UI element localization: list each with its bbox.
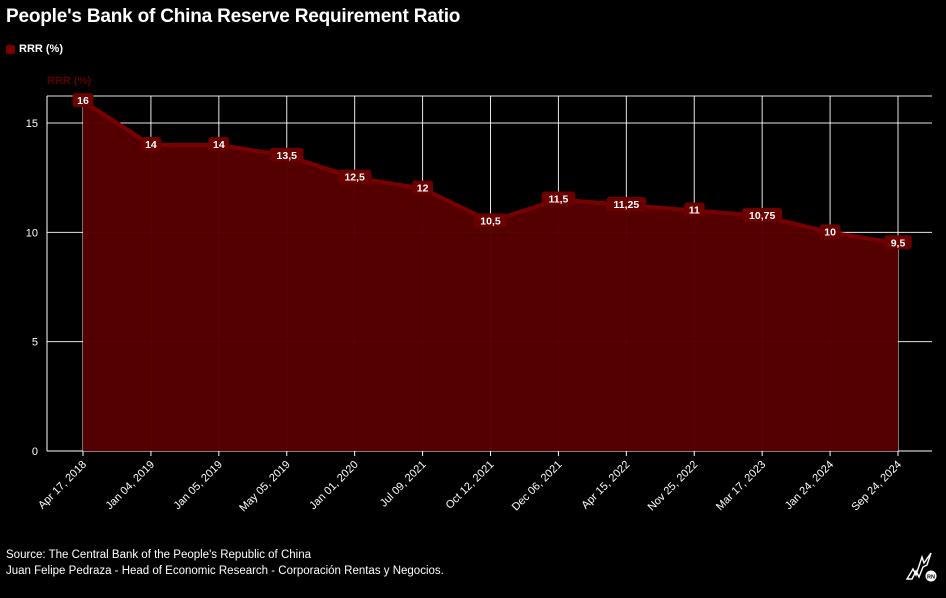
y-tick-label: 0 [32,446,38,458]
x-tick-label: Nov 25, 2022 [646,459,701,514]
data-label: 11,5 [548,194,568,206]
data-label-bg [683,202,705,217]
logo-text: RN [927,574,935,580]
data-label: 10,5 [480,215,501,227]
data-label: 12,5 [344,172,365,184]
x-tick-label: Sep 24, 2024 [849,459,904,514]
data-label-bg [72,93,94,108]
x-tick-label: Jul 09, 2021 [378,459,429,510]
y-tick-label: 5 [32,337,38,349]
x-tick-label: Jan 01, 2020 [307,459,360,512]
data-label-bg [884,235,912,250]
legend[interactable]: RRR (%) [6,43,63,55]
legend-label: RRR (%) [19,43,63,55]
x-tick-label: Mar 17, 2023 [714,459,768,513]
data-label: 10 [824,226,836,238]
data-label: 14 [213,139,225,151]
y-tick-label: 10 [26,227,38,239]
data-label-bg [208,136,230,151]
legend-swatch [6,44,15,54]
data-label: 12 [417,183,429,195]
source-note: Source: The Central Bank of the People's… [6,549,311,561]
data-label-bg [412,180,433,195]
data-label: 9,5 [891,237,906,249]
data-label: 13,5 [277,150,298,162]
x-tick-label: Oct 12, 2021 [444,459,497,512]
data-label-bg [606,197,647,211]
author-note: Juan Felipe Pedraza - Head of Economic R… [6,565,444,577]
footer: Source: The Central Bank of the People's… [6,547,444,579]
data-label-bg [337,169,372,184]
x-tick-label: Apr 15, 2022 [579,459,632,512]
x-tick-label: May 05, 2019 [237,459,293,515]
data-label-bg [269,147,304,162]
data-label-bg [541,191,576,206]
data-label-bg [473,213,508,228]
data-label: 16 [77,95,89,107]
data-label: 14 [145,139,157,151]
x-tick-label: Jan 24, 2024 [783,459,836,512]
y-tick-label: 15 [26,118,38,130]
data-label-bg [742,207,783,222]
y-axis-title: RRR (%) [47,75,91,87]
x-tick-label: Dec 06, 2021 [510,459,565,514]
data-label: 11,25 [613,199,639,211]
data-label: 11 [689,204,700,216]
series-area [83,101,898,451]
x-tick-label: Jan 04, 2019 [104,459,157,512]
data-label-bg [140,136,162,151]
chart-title: People's Bank of China Reserve Requireme… [6,6,461,27]
x-tick-label: Apr 17, 2018 [36,459,89,512]
data-label-bg [819,224,841,239]
bird-logo-icon: RN [905,552,937,582]
data-label: 10,75 [749,210,775,222]
x-tick-label: Jan 05, 2019 [171,459,224,512]
